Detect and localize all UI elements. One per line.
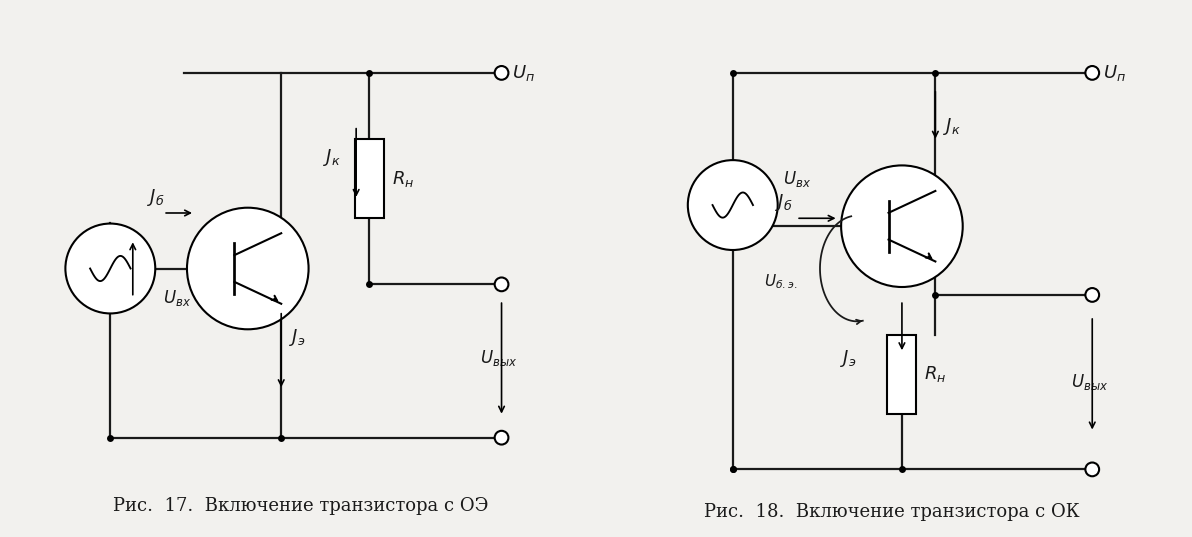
Circle shape	[1086, 462, 1099, 476]
Text: $U_{вых}$: $U_{вых}$	[480, 349, 517, 368]
Text: $J_э$: $J_э$	[840, 348, 856, 369]
Circle shape	[495, 66, 509, 80]
Text: $J_к$: $J_к$	[943, 116, 961, 137]
Text: Рис.  18.  Включение транзистора с ОК: Рис. 18. Включение транзистора с ОК	[703, 503, 1079, 521]
Bar	[355, 139, 384, 218]
Text: Рис.  17.  Включение транзистора с ОЭ: Рис. 17. Включение транзистора с ОЭ	[113, 497, 489, 516]
Text: $U_{вх}$: $U_{вх}$	[163, 288, 191, 308]
Bar	[887, 335, 917, 414]
Text: $U_{б.э.}$: $U_{б.э.}$	[764, 272, 797, 291]
Text: $J_к$: $J_к$	[323, 147, 341, 168]
Circle shape	[1086, 288, 1099, 302]
Circle shape	[688, 160, 777, 250]
Text: $J_б$: $J_б$	[775, 192, 793, 213]
Text: $U_п$: $U_п$	[1103, 63, 1125, 83]
Circle shape	[495, 431, 509, 445]
Text: $U_{вых}$: $U_{вых}$	[1070, 372, 1109, 392]
Circle shape	[187, 208, 309, 329]
Text: $J_э$: $J_э$	[290, 326, 305, 348]
Text: $R_н$: $R_н$	[924, 364, 946, 384]
Text: $U_п$: $U_п$	[513, 63, 535, 83]
Circle shape	[66, 223, 155, 314]
Text: $J_б$: $J_б$	[148, 187, 164, 208]
Text: $R_н$: $R_н$	[392, 169, 414, 188]
Circle shape	[1086, 66, 1099, 80]
Circle shape	[842, 165, 963, 287]
Text: $U_{вх}$: $U_{вх}$	[783, 169, 811, 188]
Circle shape	[495, 278, 509, 291]
